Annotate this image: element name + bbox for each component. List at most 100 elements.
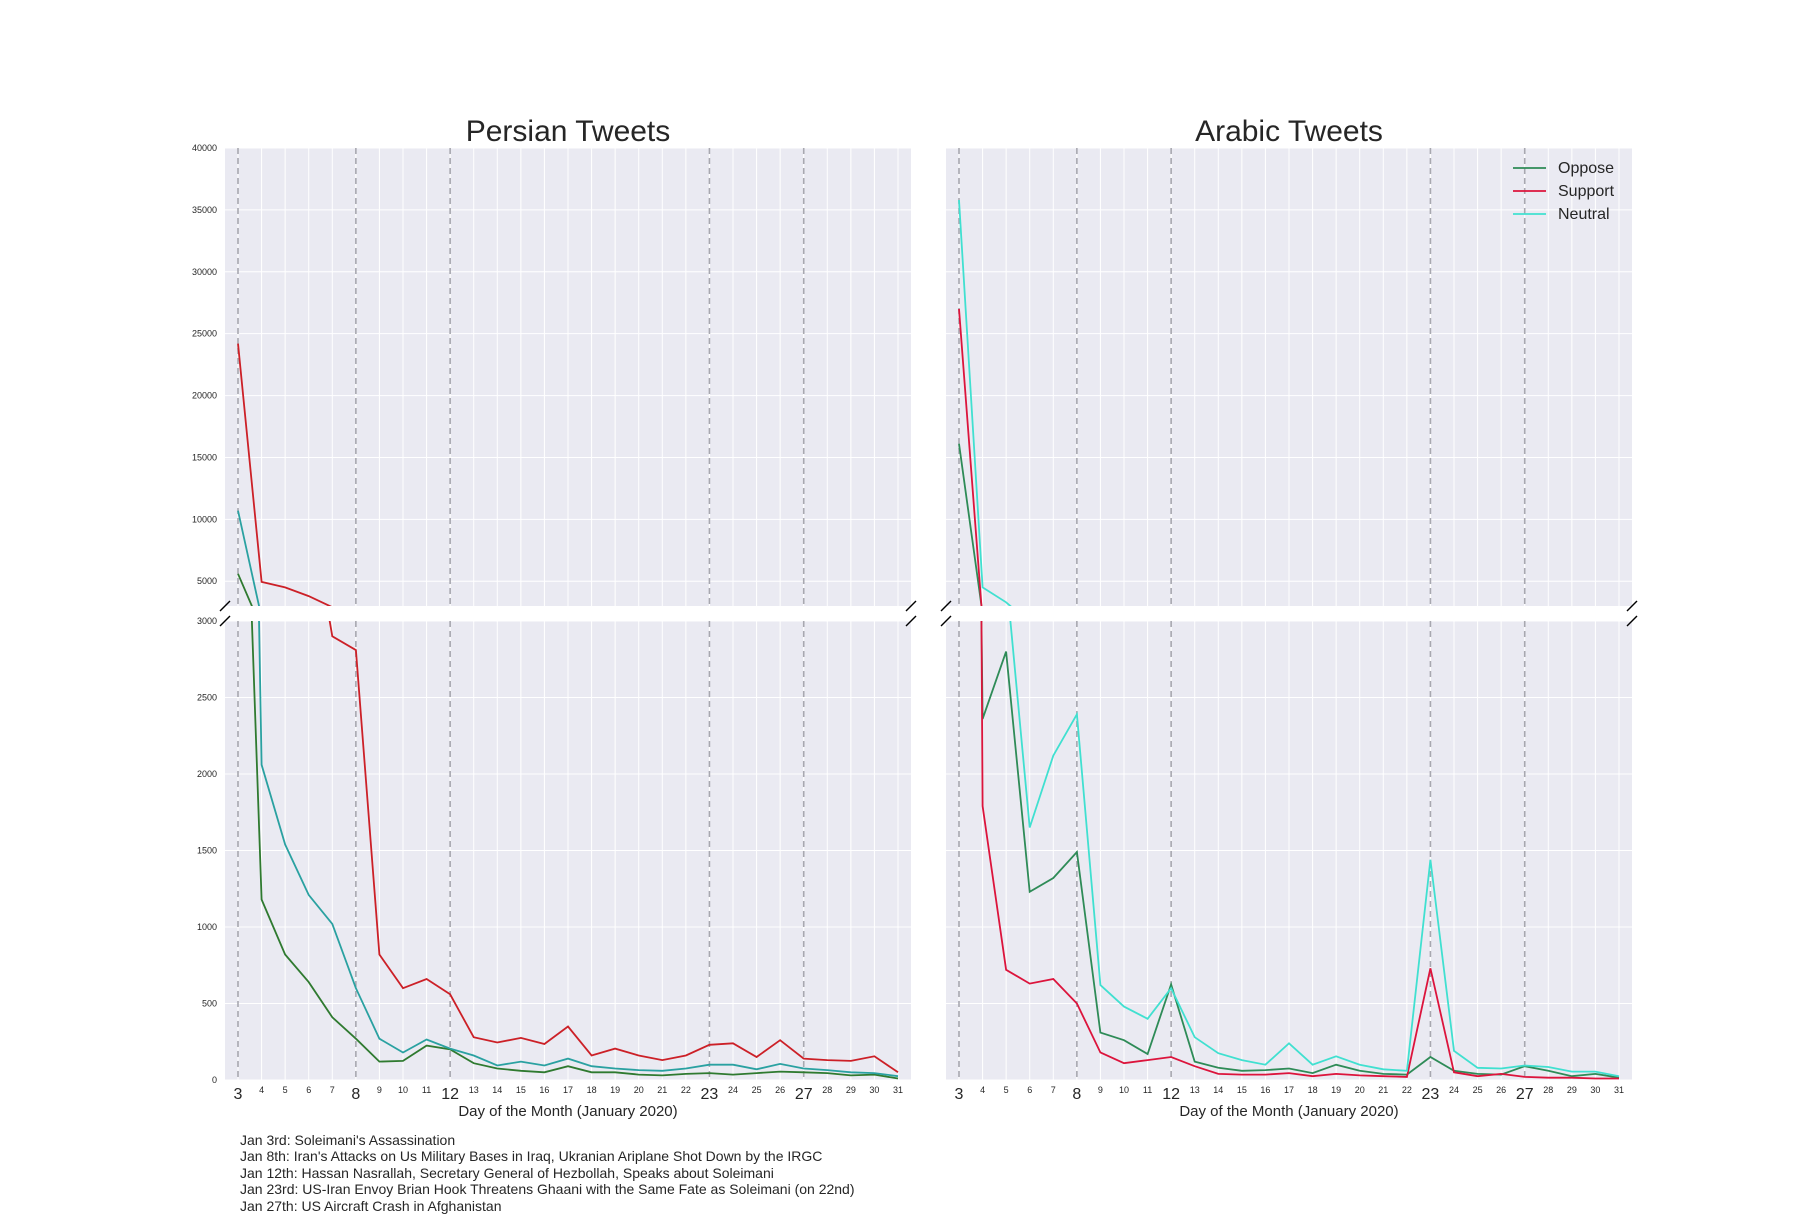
x-tick-label: 21 — [1378, 1085, 1388, 1095]
y-tick-label: 3000 — [197, 616, 217, 626]
x-tick-label: 28 — [1543, 1085, 1553, 1095]
x-tick-label: 24 — [728, 1085, 738, 1095]
x-tick-label: 11 — [422, 1085, 431, 1095]
event-note: Jan 12th: Hassan Nasrallah, Secretary Ge… — [240, 1164, 774, 1181]
x-tick-label: 13 — [1190, 1085, 1200, 1095]
x-tick-label: 18 — [587, 1085, 597, 1095]
x-tick-label: 25 — [752, 1085, 762, 1095]
arabic-chart: 3 4 5 6 7 8 9 10 11 12 13 14 15 16 17 18 19 20 21 22 23 24 25 2… — [940, 115, 1638, 1120]
y-tick-label: 40000 — [192, 143, 217, 153]
x-tick-label: 27 — [795, 1086, 813, 1103]
axis-break-mark — [219, 600, 231, 612]
x-tick-label: 26 — [1496, 1085, 1506, 1095]
x-tick-label: 16 — [1260, 1085, 1270, 1095]
y-tick-label: 0 — [212, 1075, 217, 1085]
chart-title: Persian Tweets — [466, 115, 671, 148]
axis-break-mark — [905, 600, 917, 612]
x-tick-label: 7 — [1051, 1085, 1056, 1095]
x-tick-label: 20 — [634, 1085, 644, 1095]
x-tick-label: 4 — [259, 1085, 264, 1095]
x-tick-label: 16 — [539, 1085, 549, 1095]
series-line-oppose-lower — [980, 621, 1620, 1079]
x-tick-label: 14 — [492, 1085, 502, 1095]
x-tick-label: 17 — [563, 1085, 573, 1095]
y-tick-label: 25000 — [192, 329, 217, 339]
event-note: Jan 23rd: US-Iran Envoy Brian Hook Threa… — [240, 1181, 855, 1198]
x-tick-label: 8 — [1072, 1086, 1081, 1103]
x-tick-label: 4 — [980, 1085, 985, 1095]
x-tick-label: 23 — [701, 1086, 719, 1103]
y-tick-label: 2500 — [197, 693, 217, 703]
x-tick-label: 30 — [869, 1085, 879, 1095]
event-note: Jan 3rd: Soleimani's Assassination — [240, 1132, 456, 1148]
x-tick-label: 14 — [1213, 1085, 1223, 1095]
x-tick-label: 5 — [283, 1085, 288, 1095]
series-line-support-lower — [328, 621, 899, 1074]
series-line-neutral-lower — [258, 621, 899, 1078]
x-tick-label: 20 — [1355, 1085, 1365, 1095]
y-tick-label: 1000 — [197, 922, 217, 932]
x-tick-label: 15 — [516, 1085, 526, 1095]
axis-break-mark — [1626, 615, 1638, 627]
x-tick-label: 6 — [1027, 1085, 1032, 1095]
x-tick-label: 8 — [351, 1086, 360, 1103]
y-tick-label: 10000 — [192, 514, 217, 524]
event-note: Jan 27th: US Aircraft Crash in Afghanist… — [240, 1197, 502, 1214]
y-tick-label: 30000 — [192, 267, 217, 277]
x-tick-label: 5 — [1004, 1085, 1009, 1095]
x-tick-label: 23 — [1422, 1086, 1440, 1103]
x-tick-label: 21 — [657, 1085, 667, 1095]
axis-break-mark — [219, 615, 231, 627]
series-line-oppose-lower — [250, 621, 899, 1080]
x-tick-label: 7 — [330, 1085, 335, 1095]
legend-label-support: Support — [1558, 183, 1615, 200]
series-line-support-lower — [980, 621, 1619, 1080]
legend-label-neutral: Neutral — [1558, 206, 1610, 223]
legend-label-oppose: Oppose — [1558, 160, 1614, 177]
axis-break-mark — [1626, 600, 1638, 612]
x-tick-label: 12 — [1162, 1086, 1180, 1103]
x-tick-label: 15 — [1237, 1085, 1247, 1095]
y-tick-label: 5000 — [197, 576, 217, 586]
x-tick-label: 11 — [1143, 1085, 1152, 1095]
x-tick-label: 22 — [681, 1085, 691, 1095]
x-tick-label: 29 — [846, 1085, 856, 1095]
axis-break-mark — [940, 600, 952, 612]
persian-chart: 5000 10000 15000 20000 25000 30000 35000 40000 0… — [192, 115, 917, 1120]
series-line-neutral-lower — [1009, 621, 1620, 1078]
axis-break-mark — [940, 615, 952, 627]
x-tick-label: 12 — [441, 1086, 459, 1103]
x-tick-label: 28 — [822, 1085, 832, 1095]
x-tick-label: 9 — [1098, 1085, 1103, 1095]
y-tick-label: 1500 — [197, 846, 217, 856]
y-tick-label: 2000 — [197, 769, 217, 779]
x-tick-label: 6 — [306, 1085, 311, 1095]
x-tick-label: 13 — [469, 1085, 479, 1095]
x-tick-label: 31 — [1614, 1085, 1624, 1095]
x-tick-label: 27 — [1516, 1086, 1534, 1103]
x-tick-label: 30 — [1590, 1085, 1600, 1095]
x-tick-label: 17 — [1284, 1085, 1294, 1095]
y-tick-label: 500 — [202, 999, 217, 1009]
x-tick-label: 24 — [1449, 1085, 1459, 1095]
axis-break-mark — [905, 615, 917, 627]
x-tick-label: 19 — [1331, 1085, 1341, 1095]
event-notes: Jan 3rd: Soleimani's Assassination Jan 8… — [240, 1132, 855, 1214]
x-tick-label: 3 — [234, 1086, 243, 1103]
x-tick-label: 31 — [893, 1085, 903, 1095]
x-tick-label: 18 — [1308, 1085, 1318, 1095]
x-tick-label: 9 — [377, 1085, 382, 1095]
y-tick-label: 20000 — [192, 391, 217, 401]
x-tick-label: 10 — [1119, 1085, 1129, 1095]
chart-title: Arabic Tweets — [1195, 115, 1383, 148]
x-tick-label: 25 — [1473, 1085, 1483, 1095]
x-tick-label: 3 — [955, 1086, 964, 1103]
x-tick-label: 22 — [1402, 1085, 1412, 1095]
x-tick-label: 19 — [610, 1085, 620, 1095]
x-axis-label: Day of the Month (January 2020) — [458, 1103, 677, 1120]
x-axis-label: Day of the Month (January 2020) — [1179, 1103, 1398, 1120]
x-tick-label: 10 — [398, 1085, 408, 1095]
y-tick-label: 35000 — [192, 205, 217, 215]
y-tick-label: 15000 — [192, 452, 217, 462]
